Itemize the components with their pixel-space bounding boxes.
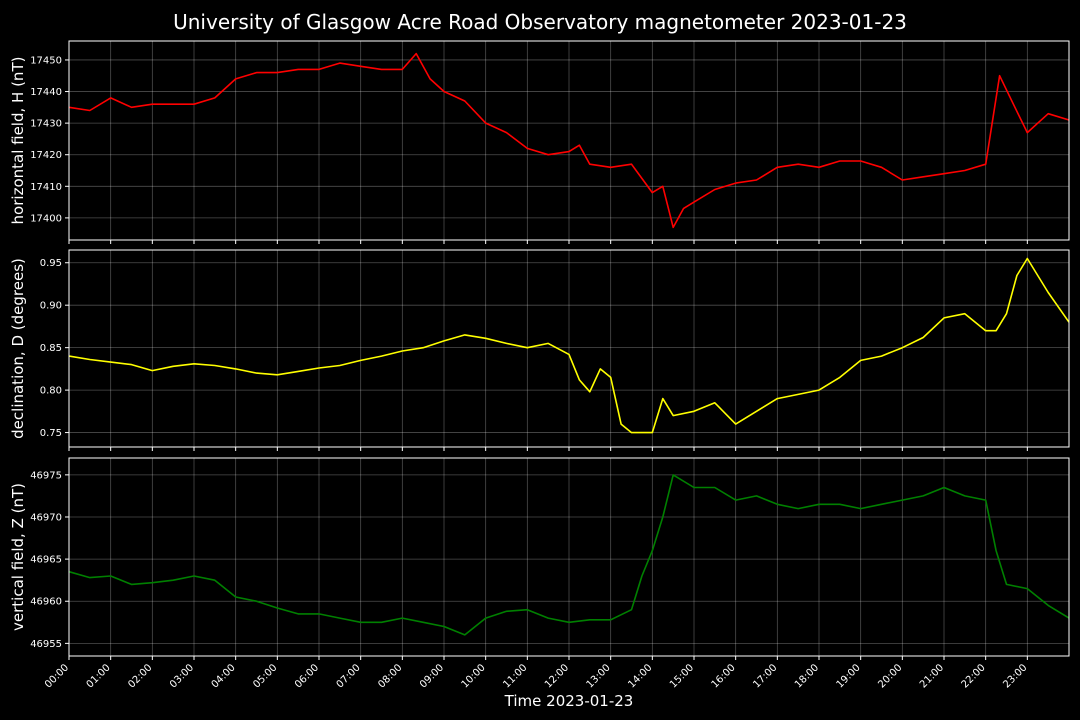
x-tick-label: 03:00: [168, 662, 196, 690]
x-tick-label: 17:00: [751, 662, 779, 690]
y-tick-label: 17400: [30, 213, 62, 224]
x-tick-label: 22:00: [960, 662, 988, 690]
x-tick-label: 04:00: [210, 662, 238, 690]
x-axis-label: Time 2023-01-23: [504, 692, 634, 710]
x-tick-label: 09:00: [418, 662, 446, 690]
y-tick-label: 46955: [30, 639, 62, 650]
y-tick-label: 17450: [30, 55, 62, 66]
x-tick-label: 14:00: [626, 662, 654, 690]
y-tick-label: 17440: [30, 87, 62, 98]
h-field-frame: [68, 40, 1070, 241]
chart-title: University of Glasgow Acre Road Observat…: [173, 10, 907, 34]
declination-panel: 0.75 0.80 0.85 0.90 0.95 declination, D (degr…: [9, 249, 1070, 451]
z-field-frame: [68, 457, 1070, 657]
x-tick-label: 00:00: [43, 662, 71, 690]
x-tick-label: 15:00: [668, 662, 696, 690]
x-tick-label: 21:00: [918, 662, 946, 690]
h-field-y-axis-label: horizontal field, H (nT): [9, 57, 27, 225]
x-tick-label: 08:00: [376, 662, 404, 690]
declination-frame: [68, 249, 1070, 448]
z-field-grid: [68, 458, 1069, 656]
x-tick-label: 07:00: [335, 662, 363, 690]
x-tick-label: 02:00: [126, 662, 154, 690]
y-tick-label: 0.85: [40, 343, 62, 354]
x-tick-label: 23:00: [1001, 662, 1029, 690]
y-tick-label: 0.95: [40, 258, 62, 269]
x-tick-label: 18:00: [793, 662, 821, 690]
y-tick-label: 17430: [30, 119, 62, 130]
y-tick-label: 0.80: [40, 386, 62, 397]
x-tick-label: 01:00: [85, 662, 113, 690]
declination-y-axis-label: declination, D (degrees): [9, 258, 27, 439]
y-tick-label: 17410: [30, 182, 62, 193]
x-tick-labels: 00:00 01:00 02:00 03:00 04:00 05:00 06:00 07:00…: [43, 662, 1029, 690]
x-tick-label: 06:00: [293, 662, 321, 690]
z-field-y-axis-label: vertical field, Z (nT): [9, 483, 27, 631]
declination-series-line: [68, 257, 1070, 434]
y-tick-label: 0.75: [40, 428, 62, 439]
y-tick-label: 46960: [30, 597, 62, 608]
z-field-series-line: [68, 474, 1070, 636]
x-tick-label: 11:00: [501, 662, 529, 690]
y-tick-label: 46975: [30, 470, 62, 481]
y-tick-label: 0.90: [40, 301, 62, 312]
x-tick-label: 19:00: [835, 662, 863, 690]
x-tick-label: 16:00: [710, 662, 738, 690]
x-tick-label: 05:00: [251, 662, 279, 690]
h-field-panel: 17400 17410 17420 17430 17440 17450horizontal…: [9, 40, 1070, 244]
h-field-series-line: [68, 52, 1070, 229]
y-tick-label: 46965: [30, 555, 62, 566]
h-field-grid: [68, 41, 1069, 240]
x-tick-label: 13:00: [585, 662, 613, 690]
declination-grid: [68, 250, 1069, 447]
x-tick-label: 12:00: [543, 662, 571, 690]
y-tick-label: 17420: [30, 150, 62, 161]
x-tick-label: 20:00: [876, 662, 904, 690]
y-tick-label: 46970: [30, 512, 62, 523]
x-tick-label: 10:00: [460, 662, 488, 690]
